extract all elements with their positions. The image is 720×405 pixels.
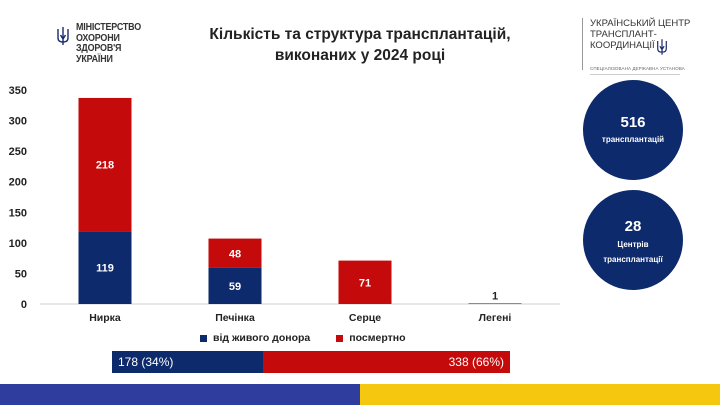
legend-label: від живого донора bbox=[213, 332, 311, 344]
data-label: 218 bbox=[96, 160, 114, 172]
y-tick-label: 200 bbox=[9, 177, 27, 189]
data-label: 71 bbox=[359, 277, 371, 289]
y-tick-label: 250 bbox=[9, 146, 27, 158]
legend-item: посмертно bbox=[336, 332, 406, 344]
ministry-name: МІНІСТЕРСТВО ОХОРОНИ ЗДОРОВ'Я УКРАЇНИ bbox=[76, 22, 141, 64]
utc-logo: УКРАЇНСЬКИЙ ЦЕНТР ТРАНСПЛАНТ- КООРДИНАЦІ… bbox=[582, 18, 691, 75]
utc-subtitle: СПЕЦІАЛІЗОВАНА ДЕРЖАВНА УСТАНОВА bbox=[590, 66, 685, 71]
legend-item: від живого донора bbox=[200, 332, 310, 344]
y-tick-label: 150 bbox=[9, 207, 27, 219]
bar-segment bbox=[468, 303, 522, 304]
split-live-segment: 178 (34%) bbox=[112, 351, 264, 373]
utc-underline bbox=[590, 74, 680, 75]
page-title: Кількість та структура трансплантацій, в… bbox=[200, 24, 520, 66]
utc-name: УКРАЇНСЬКИЙ ЦЕНТР ТРАНСПЛАНТ- КООРДИНАЦІ… bbox=[590, 18, 691, 51]
stat-centers-circle: 28 Центрів трансплантації bbox=[583, 190, 683, 290]
bar-segment bbox=[78, 97, 132, 232]
y-tick-label: 300 bbox=[9, 116, 27, 128]
utc-line: КООРДИНАЦІЇ bbox=[590, 40, 655, 51]
trident-icon bbox=[656, 38, 668, 61]
bar-segment bbox=[208, 267, 262, 304]
x-tick-label: Печінка bbox=[215, 312, 255, 324]
donor-split-bar: 178 (34%) 338 (66%) bbox=[112, 351, 510, 373]
bar-segment bbox=[338, 260, 392, 304]
title-line: виконаних у 2024 році bbox=[274, 47, 446, 64]
footer-blue-band bbox=[0, 384, 360, 405]
legend-swatch-postmortem bbox=[336, 334, 344, 342]
y-tick-label: 50 bbox=[15, 268, 27, 280]
ministry-line: ОХОРОНИ bbox=[76, 31, 120, 44]
stat-centers-label: трансплантації bbox=[603, 255, 663, 264]
ministry-line: УКРАЇНИ bbox=[76, 52, 113, 65]
stat-centers-value: 28 bbox=[624, 218, 642, 235]
stat-transplants-label: трансплантацій bbox=[601, 135, 665, 144]
y-tick-label: 100 bbox=[9, 238, 27, 250]
bar-segment bbox=[208, 238, 262, 268]
stat-centers-label: Центрів bbox=[617, 240, 649, 249]
stat-transplants-value: 516 bbox=[620, 114, 646, 131]
bar-segment bbox=[78, 231, 132, 304]
data-label: 1 bbox=[492, 290, 498, 302]
data-label: 119 bbox=[96, 263, 114, 275]
stat-transplants-circle: 516 трансплантацій bbox=[583, 80, 683, 180]
data-label: 48 bbox=[229, 248, 241, 260]
ministry-line: МІНІСТЕРСТВО bbox=[76, 21, 141, 33]
y-tick-label: 0 bbox=[21, 299, 27, 311]
ministry-line: ЗДОРОВ'Я bbox=[76, 42, 122, 54]
legend-swatch-live bbox=[200, 334, 207, 342]
ministry-logo: МІНІСТЕРСТВО ОХОРОНИ ЗДОРОВ'Я УКРАЇНИ bbox=[56, 22, 152, 64]
trident-icon bbox=[56, 26, 70, 46]
title-line: Кількість та структура трансплантацій, bbox=[209, 26, 511, 43]
utc-line: УКРАЇНСЬКИЙ ЦЕНТР bbox=[590, 18, 691, 29]
x-tick-label: Нирка bbox=[89, 312, 121, 324]
chart-legend: від живого донора посмертно bbox=[200, 332, 432, 344]
legend-label: посмертно bbox=[349, 332, 406, 344]
data-label: 59 bbox=[229, 281, 241, 293]
transplant-bar-chart: 0 50 100 150 200 250 300 350 119 218 Нирка 59 48 Печі… bbox=[9, 85, 560, 324]
utc-line: ТРАНСПЛАНТ- bbox=[590, 29, 657, 40]
footer-yellow-band bbox=[360, 384, 720, 405]
split-postmortem-segment: 338 (66%) bbox=[263, 351, 510, 373]
x-tick-label: Легені bbox=[479, 312, 512, 324]
logo-divider bbox=[582, 18, 583, 70]
y-tick-label: 350 bbox=[9, 85, 27, 97]
x-tick-label: Серце bbox=[349, 312, 381, 324]
